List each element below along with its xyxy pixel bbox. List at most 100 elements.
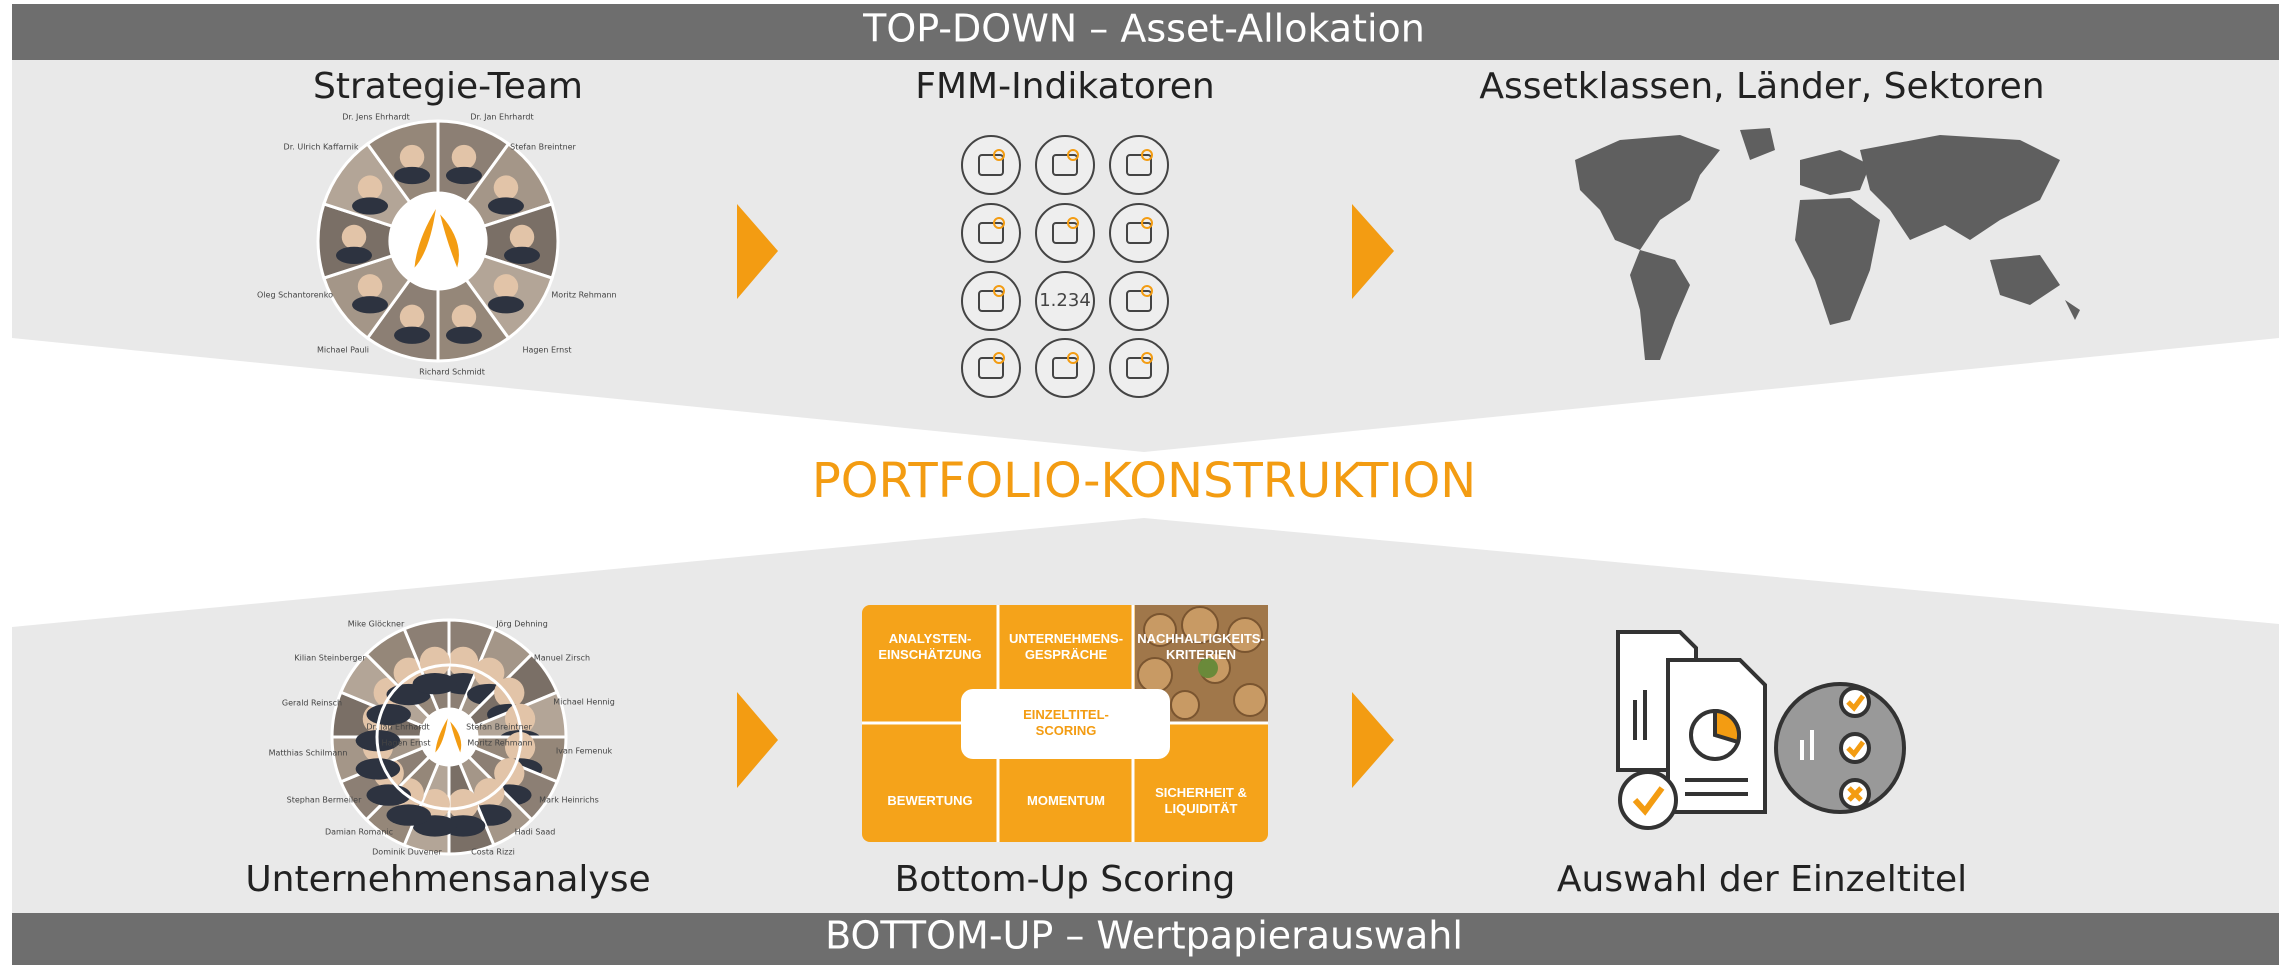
face [494,758,525,789]
indicator-icon [1035,203,1095,263]
team-name: Oleg Schantorenko [257,291,333,300]
team-name: Hagen Ernst [381,739,430,748]
shirt [352,197,389,215]
column-title: FMM-Indikatoren [915,66,1215,107]
team-name: Ivan Femenuk [556,747,613,756]
face [494,677,525,708]
shirt [412,673,458,695]
indicator-value: 1.234 [1039,290,1091,311]
face [448,646,479,678]
team-name: Dr. Ulrich Kaffarnik [284,143,359,152]
icon-glyph [1126,154,1152,176]
face [493,274,519,299]
face [451,144,477,170]
icon-glyph [978,357,1004,379]
icon-accent [993,285,1005,297]
bottom-bar [12,913,2279,965]
column-title: Assetklassen, Länder, Sektoren [1479,66,2044,107]
logo [435,718,462,753]
scoring-center: EINZELTITEL-SCORING [1023,707,1109,738]
team-name: Dr. Jan Ehrhardt [366,723,429,732]
indicator-icon [1035,271,1095,331]
indicator-icon [1109,271,1169,331]
icon-accent [1141,352,1153,364]
shirt [355,758,401,780]
team-name: Matthias Schilmann [269,749,348,758]
logo [414,209,459,268]
indicator-icon [1109,135,1169,195]
team-name: Damian Romanic [325,828,393,837]
indicator-icon [961,203,1021,263]
team-name: Richard Schmidt [419,368,485,377]
icon-glyph [1052,357,1078,379]
team-name: Moritz Rehmann [467,739,532,748]
icon-accent [993,149,1005,161]
column-title: Auswahl der Einzeltitel [1557,859,1967,900]
face [357,175,383,200]
icon-accent [1067,149,1079,161]
team-name: Dr. Jens Ehrhardt [342,113,409,122]
icon-glyph [1126,222,1152,244]
label: UNTERNEHMENS-GESPRÄCHE [1009,631,1123,662]
team-name: Stefan Breintner [510,143,576,152]
label: MOMENTUM [1027,793,1105,808]
indicator-icon [961,135,1021,195]
logo-bg [421,709,477,765]
scoring-grid [862,605,1268,842]
icon-glyph [978,222,1004,244]
team-name: Mark Heinrichs [539,796,599,805]
shirt [386,804,431,826]
icon-glyph [1052,154,1078,176]
team-name: Michael Pauli [317,346,369,355]
team-name: Stephan Bermeiler [287,796,362,805]
logo-bg [390,193,486,289]
team-name: Mike Glöckner [348,620,405,629]
team-name: Hadi Saad [515,828,556,837]
indicator-icon [961,271,1021,331]
icon-accent [1067,352,1079,364]
face [419,646,450,678]
team-name: Moritz Rehmann [551,291,616,300]
icon-glyph [978,154,1004,176]
face [509,224,535,250]
shirt [394,326,431,344]
indicator-icon [1109,338,1169,398]
team-name: Costa Rizzi [471,848,515,857]
label: NACHHALTIGKEITS-KRITERIEN [1137,631,1265,662]
inner-ring [375,663,523,811]
column-title: Unternehmensanalyse [245,859,650,900]
shirt [445,326,482,344]
world-map [1575,128,2080,360]
label: ANALYSTEN-EINSCHÄTZUNG [878,631,981,662]
face [474,657,505,688]
indicator-icon [1035,135,1095,195]
icon-accent [1141,285,1153,297]
face [493,175,519,200]
shirt [487,197,524,215]
bottom-bar-title: BOTTOM-UP – Wertpapierauswahl [825,914,1463,958]
arrows [737,204,1394,788]
icon-glyph [1126,357,1152,379]
indicator-icon [1109,203,1169,263]
team-name: Kilian Steinberger [294,654,366,663]
face [357,274,383,299]
face [448,788,479,820]
icon-accent [1141,149,1153,161]
team-name: Gerald Reinsch [282,699,342,708]
column-title: Bottom-Up Scoring [895,859,1236,900]
icon-accent [1067,217,1079,229]
team-name: Hagen Ernst [522,346,571,355]
icon-accent [1141,217,1153,229]
indicator-icon [961,338,1021,398]
shirt [445,166,482,185]
team-name: Dr. Jan Ehrhardt [470,113,533,122]
team-name: Manuel Zirsch [534,654,590,663]
icon-glyph [1052,222,1078,244]
top-bar-title: TOP-DOWN – Asset-Allokation [862,7,1425,51]
face [399,304,425,330]
face [451,304,477,330]
top-bar [12,4,2279,60]
face [399,144,425,170]
indicator-icon [1035,338,1095,398]
